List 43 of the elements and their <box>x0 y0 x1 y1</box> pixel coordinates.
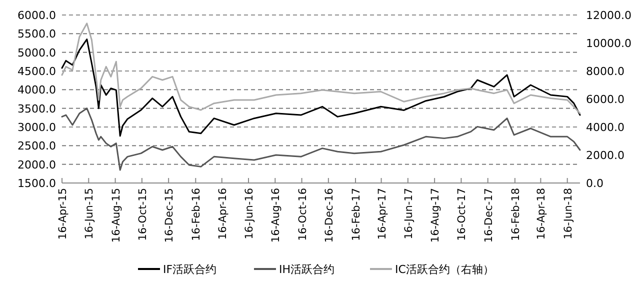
y-tick-label: 2500.0 <box>18 140 56 153</box>
x-tick-label: 16-Jun-15 <box>84 188 96 240</box>
y-tick-label: 5000.0 <box>18 46 56 60</box>
x-tick-label: 16-Apr-15 <box>57 188 69 240</box>
x-tick-label: 16-Apr-17 <box>376 188 388 240</box>
y2-tick-label: 6000.0 <box>586 93 624 106</box>
legend-label: IC活跃合约（右轴） <box>395 263 494 276</box>
x-tick-label: 16-Jun-16 <box>243 188 256 240</box>
y2-tick-label: 4000.0 <box>586 121 624 134</box>
y-tick-label: 6000.0 <box>18 9 56 22</box>
x-tick-label: 16-Oct-17 <box>456 188 468 241</box>
y-tick-label: 2000.0 <box>18 158 56 172</box>
y-tick-label: 5500.0 <box>18 28 56 41</box>
x-tick-label: 16-Jun-17 <box>402 188 415 240</box>
x-tick-label: 16-Dec-16 <box>323 188 336 243</box>
x-tick-label: 16-Feb-16 <box>190 188 203 241</box>
x-tick-label: 16-Oct-15 <box>136 188 149 241</box>
x-tick-label: 16-Feb-18 <box>510 188 522 241</box>
y2-tick-label: 0.0 <box>586 177 604 190</box>
legend-label: IF活跃合约 <box>163 263 217 276</box>
y-tick-label: 3000.0 <box>18 121 56 134</box>
x-tick-label: 16-Aug-16 <box>270 188 282 243</box>
y2-tick-label: 2000.0 <box>586 149 624 162</box>
x-tick-label: 16-Apr-18 <box>536 188 548 240</box>
y2-tick-label: 12000.0 <box>586 9 632 22</box>
x-tick-label: 16-Jun-18 <box>562 188 574 240</box>
x-tick-label: 16-Aug-15 <box>110 188 122 243</box>
line-series <box>61 38 581 137</box>
y-tick-label: 4500.0 <box>18 65 56 78</box>
x-tick-label: 16-Oct-16 <box>296 188 309 241</box>
x-tick-label: 16-Dec-17 <box>482 188 495 243</box>
y-tick-label: 1500.0 <box>18 177 56 190</box>
line-series <box>61 108 581 171</box>
y2-tick-label: 8000.0 <box>586 65 624 78</box>
y-tick-label: 4000.0 <box>18 84 56 97</box>
x-tick-label: 16-Apr-16 <box>216 188 229 240</box>
x-tick-label: 16-Feb-17 <box>350 188 363 241</box>
y2-tick-label: 10000.0 <box>586 37 632 50</box>
legend-label: IH活跃合约 <box>279 263 335 276</box>
y-tick-label: 3500.0 <box>18 102 56 116</box>
line-series <box>61 22 581 114</box>
x-tick-label: 16-Dec-15 <box>164 188 176 243</box>
x-tick-label: 16-Aug-17 <box>430 188 442 243</box>
